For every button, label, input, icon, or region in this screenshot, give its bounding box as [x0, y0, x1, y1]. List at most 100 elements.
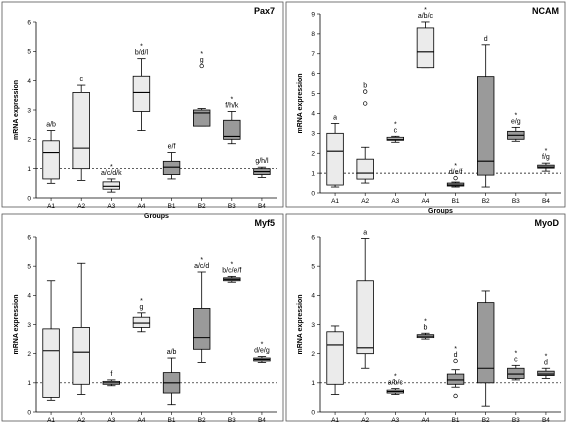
box-a3: A3 a/c/d/k* — [101, 164, 122, 210]
significance-label: g — [139, 304, 143, 311]
significance-label: f — [110, 371, 112, 378]
x-axis-title: Groups — [428, 208, 453, 215]
box-a4: A4 a/b/c* — [416, 7, 435, 205]
y-axis-title: mRNA expression — [13, 80, 20, 140]
iqr-box — [537, 370, 555, 376]
box-b1: B1 a/b — [162, 349, 181, 423]
x-tick-label: A2 — [77, 417, 85, 423]
box-b3: B3 c* — [507, 350, 525, 423]
iqr-box — [477, 76, 495, 176]
iqr-box — [507, 367, 525, 379]
y-axis-title: mRNA expression — [297, 73, 304, 133]
iqr-box — [326, 132, 344, 186]
y-tick-label: 3 — [27, 107, 31, 114]
y-tick-label: 1 — [311, 380, 315, 387]
box-b3: B3 f/h/k* — [223, 96, 241, 210]
iqr-box — [102, 181, 120, 190]
significance-label: a — [333, 114, 337, 121]
x-tick-label: B3 — [512, 198, 520, 205]
x-tick-label: A2 — [361, 198, 369, 205]
x-tick-label: B2 — [198, 417, 206, 423]
y-tick-label: 6 — [311, 71, 315, 78]
outlier-point — [453, 358, 458, 364]
significance-label: a/b/c — [388, 380, 404, 387]
significance-star: * — [454, 346, 457, 353]
box-a4: A4 g* — [132, 298, 151, 423]
box-b1: B1 e/f — [162, 144, 181, 210]
significance-star: * — [424, 7, 427, 14]
panel-ncam: 0 1 2 3 4 5 6 7 8 9 mRNA expression Groups NCAM A1 a A2… — [285, 1, 566, 215]
box-b2: B2 — [477, 290, 495, 423]
y-axis-title: mRNA expression — [297, 294, 304, 354]
significance-label: c — [394, 127, 398, 134]
y-tick-label: 4 — [27, 293, 31, 300]
iqr-box — [356, 280, 374, 355]
significance-label: a/b — [46, 122, 56, 129]
significance-label: b — [363, 83, 367, 90]
box-b2: B2 a/c/d* — [193, 257, 211, 423]
significance-star: * — [261, 342, 264, 349]
box-a1: A1 a — [326, 114, 344, 205]
iqr-box — [193, 308, 211, 350]
panel-frame — [285, 213, 566, 422]
iqr-box — [42, 140, 60, 180]
y-tick-label: 3 — [27, 322, 31, 329]
box-b1: B1 d* — [446, 346, 465, 423]
significance-star: * — [514, 350, 517, 357]
y-tick-label: 4 — [27, 78, 31, 85]
significance-label: a/c/d — [194, 263, 209, 270]
significance-label: a/b/c — [418, 13, 434, 20]
significance-label: d/e/g — [254, 348, 270, 355]
significance-star: * — [230, 96, 233, 103]
y-tick-label: 4 — [311, 293, 315, 300]
y-tick-label: 1 — [311, 170, 315, 177]
box-a2: A2 b — [356, 83, 374, 205]
iqr-box — [132, 316, 151, 328]
y-axis-title: mRNA expression — [13, 294, 20, 354]
significance-label: e/g — [511, 118, 521, 125]
outlier-point — [453, 393, 458, 399]
significance-star: * — [424, 318, 427, 325]
outlier-point — [363, 89, 368, 94]
x-tick-label: B3 — [228, 417, 236, 423]
x-tick-label: A2 — [361, 417, 369, 423]
iqr-box — [326, 331, 344, 385]
box-a2: A2 — [72, 262, 90, 423]
iqr-box — [132, 75, 151, 112]
y-tick-label: 9 — [311, 11, 315, 18]
x-tick-label: A3 — [391, 417, 399, 423]
x-tick-label: B2 — [482, 198, 490, 205]
y-tick-label: 2 — [311, 351, 315, 358]
x-tick-label: B3 — [228, 203, 236, 210]
significance-label: f/g — [542, 154, 550, 161]
box-a1: A1 — [326, 325, 344, 423]
iqr-box — [416, 27, 435, 69]
box-a3: A3 c* — [386, 121, 404, 205]
significance-label: b — [423, 324, 427, 331]
x-tick-label: A4 — [421, 417, 429, 423]
box-b2: B2 g* — [193, 51, 211, 210]
significance-label: d — [454, 352, 458, 359]
significance-label: a — [363, 229, 367, 236]
significance-star: * — [394, 121, 397, 128]
significance-label: c — [514, 356, 518, 363]
y-tick-label: 5 — [311, 263, 315, 270]
y-tick-label: 2 — [311, 151, 315, 158]
outlier-point — [453, 175, 458, 181]
panel-title: Myf5 — [254, 218, 275, 228]
significance-star: * — [200, 257, 203, 264]
box-a2: A2 c — [72, 76, 90, 210]
y-tick-label: 5 — [311, 91, 315, 98]
box-b4: B4 d* — [537, 353, 555, 423]
x-tick-label: B3 — [512, 417, 520, 423]
x-tick-label: B4 — [258, 417, 266, 423]
significance-label: d — [484, 36, 488, 43]
significance-star: * — [545, 353, 548, 360]
significance-label: c — [79, 76, 83, 83]
significance-label: a/c/d/k — [101, 170, 122, 177]
outlier-point — [363, 101, 368, 106]
y-tick-label: 3 — [311, 131, 315, 138]
